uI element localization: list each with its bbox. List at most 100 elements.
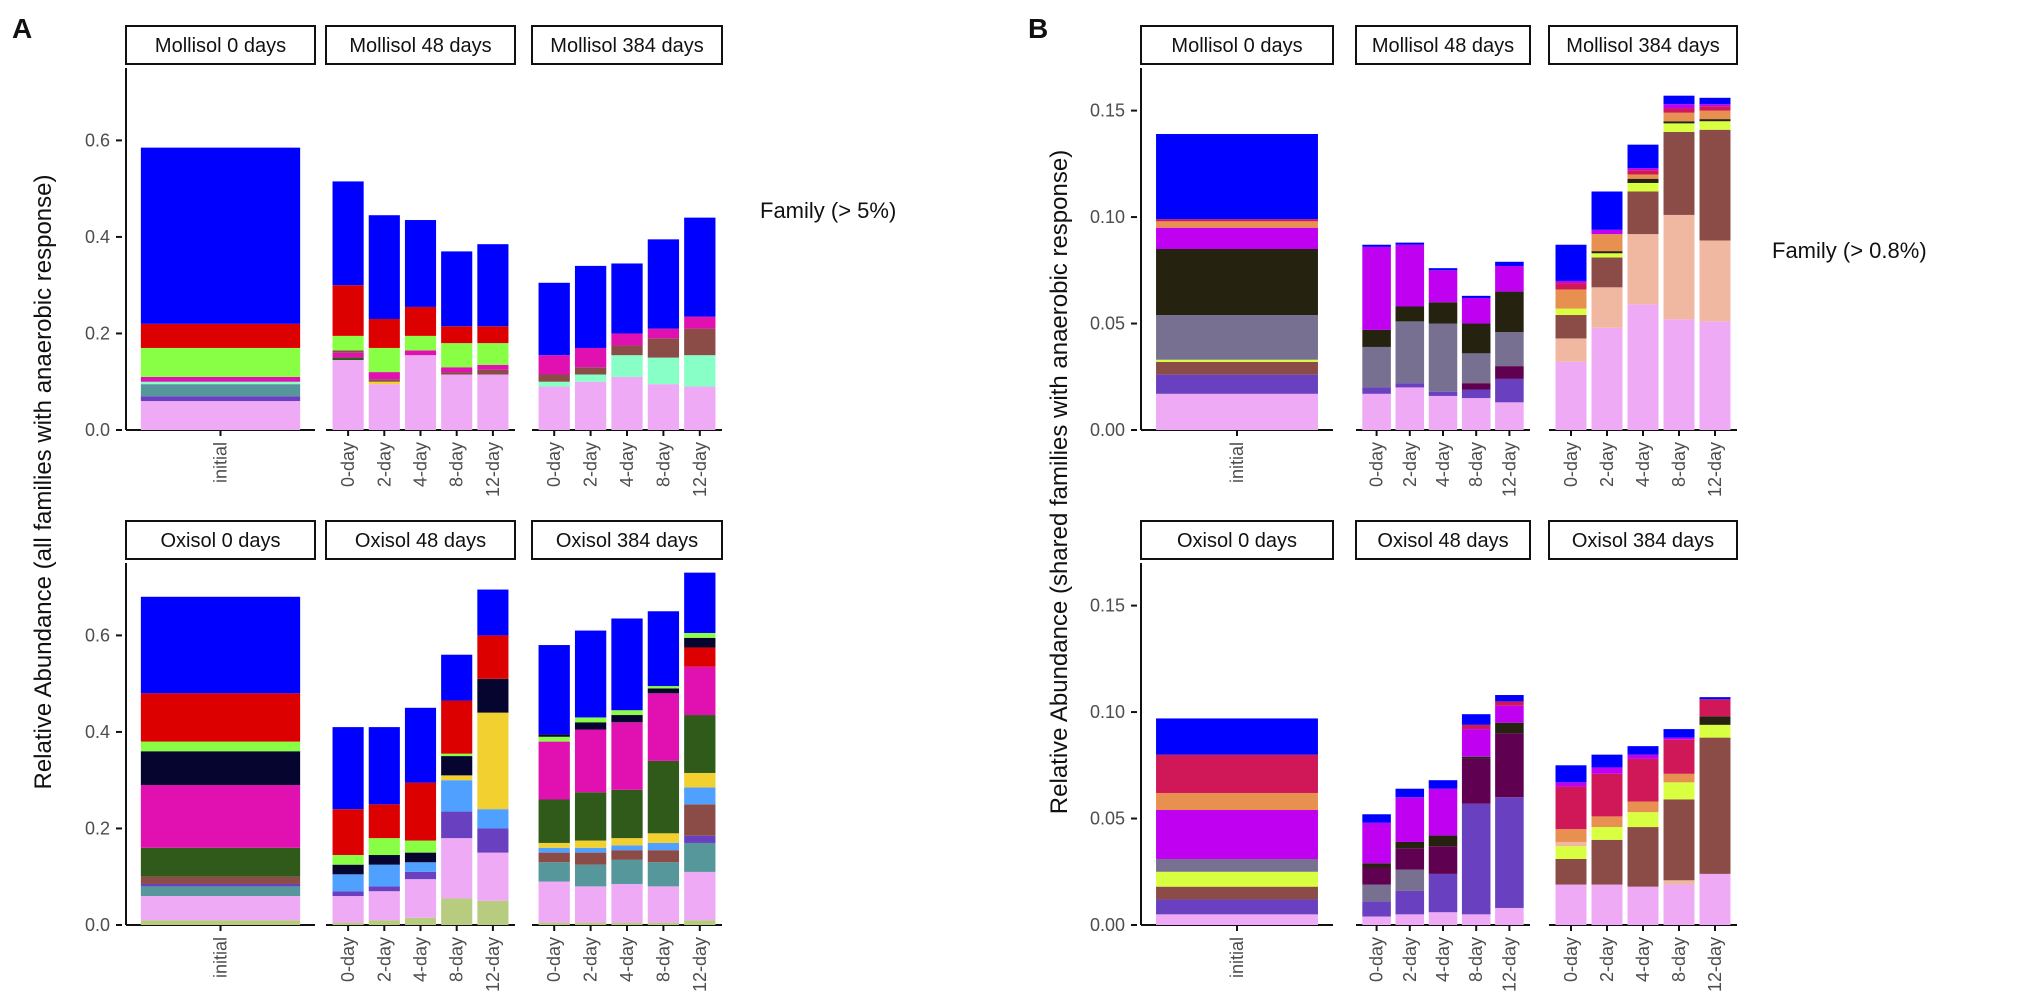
bar-segment-hyphomicrobiaceae xyxy=(647,328,680,339)
x-tick-label: initial xyxy=(211,937,231,978)
bar-segment-cellulomonadaceae xyxy=(1591,251,1623,254)
bar-segment-clostridiaceae xyxy=(684,637,716,648)
bar-segment-chitinophagaceae xyxy=(477,343,509,365)
bar-segment-veillonellaceae xyxy=(441,898,473,925)
bar-segment-veillonellaceae xyxy=(404,917,437,925)
bar-segment-myxococcaceae xyxy=(684,804,716,836)
x-tick-label: initial xyxy=(211,442,231,483)
y-tick-label: 0.0 xyxy=(85,915,110,935)
facet-strip xyxy=(531,25,723,65)
bar-segment-other xyxy=(140,596,301,694)
x-tick-label: 0-day xyxy=(338,937,358,982)
bar-segment-chitinophagaceae xyxy=(404,335,437,351)
bar-segment-bacillaceae xyxy=(332,809,364,856)
plot-panel-b: Mollisol 0 days 0.00 0.05 0.10 0.15 initial Mo… xyxy=(1090,25,1738,992)
bar-segment-0319-6a21 xyxy=(1663,112,1695,122)
bar-segment-undefined xyxy=(1362,393,1391,430)
bar-segment-myxococcaceae xyxy=(477,369,509,375)
bar-segment-undefined xyxy=(1495,907,1524,925)
bar-segment-ktedonobacteraceae xyxy=(611,838,643,846)
bar-segment-comamonadaceae xyxy=(1362,346,1391,388)
bar-segment-myxococcaceae xyxy=(1663,131,1695,215)
bar-segment-ruminococcaceae xyxy=(404,871,437,880)
bar-segment-other xyxy=(441,654,473,701)
bar-segment-other xyxy=(332,727,364,810)
bar-segment-other xyxy=(611,263,643,334)
bar-segment-myxococcaceae xyxy=(332,350,364,353)
bar-segment-other xyxy=(611,618,643,711)
bar-segment-myxococcaceae xyxy=(647,850,680,863)
legend-title-a: Family (> 5%) xyxy=(760,198,896,223)
x-tick-label: 8-day xyxy=(1669,442,1689,487)
bar-segment-bradyrhizobiaceae xyxy=(1591,229,1623,235)
bar-segment-clostridiaceae xyxy=(140,751,301,786)
bar-segment-veillonellaceae xyxy=(477,900,509,925)
bar-segment-myxococcaceae xyxy=(1591,839,1623,885)
bar-segment-hyphomicrobiaceae xyxy=(574,729,607,793)
bar-segment-micromonosporaceae xyxy=(611,845,643,851)
bar-segment-undefined xyxy=(477,374,509,430)
bar-segment-undefined xyxy=(1627,886,1659,925)
bar-segment-ruminococcaceae xyxy=(684,835,716,843)
x-tick-label: 12-day xyxy=(1705,937,1725,992)
bar-segment-veillonellaceae xyxy=(332,922,364,925)
facet-title: Mollisol 384 days xyxy=(550,35,703,57)
bar-segment-bradyrhizobiaceae xyxy=(1395,797,1425,842)
bar-segment-hyphomicrobiaceae xyxy=(611,333,643,346)
x-tick-label: 12-day xyxy=(483,937,503,992)
bar-segment-myxococcaceae xyxy=(611,345,643,356)
bar-segment-ruminococcaceae xyxy=(140,883,301,887)
bar-segment-hyphomicrobiaceae xyxy=(647,693,680,761)
bar-segment-bradyrhizobiaceae xyxy=(1627,168,1659,171)
panel-label-a: A xyxy=(12,13,32,44)
bar-segment-undefined xyxy=(368,384,400,430)
bar-segment-bradyrhizobiaceae xyxy=(1156,810,1318,859)
bar-segment-bacillaceae xyxy=(404,306,437,336)
x-tick-label: 8-day xyxy=(653,442,673,487)
bar-segment-cellulomonadaceae xyxy=(1428,835,1458,847)
bar-segment-bacillaceae xyxy=(332,285,364,336)
bar-segment-ktedonobacteraceae xyxy=(538,842,570,848)
bar-segment-cellulomonadaceae xyxy=(1699,119,1731,122)
bar-segment-comamonadaceae xyxy=(1395,321,1425,384)
bar-segment-other xyxy=(404,220,437,307)
bar-segment-0319-6a21 xyxy=(1699,110,1731,120)
bar-segment-chthoniobacteraceae xyxy=(1555,786,1587,830)
bar-segment-methylocystaceae xyxy=(1663,123,1695,132)
bar-segment-other xyxy=(1461,295,1491,298)
bar-segment-other xyxy=(1428,268,1458,271)
bar-segment-myxococcaceae xyxy=(1699,737,1731,874)
bar-segment-clostridiaceae xyxy=(404,852,437,863)
x-tick-label: 4-day xyxy=(1433,937,1453,982)
bar-segment-pseudomonadaceae xyxy=(140,381,301,385)
bar-segment-chitinophagaceae xyxy=(368,347,400,373)
bar-segment-bradyrhizobiaceae xyxy=(1461,297,1491,324)
bar-segment-cellulomonadaceae xyxy=(1495,722,1524,734)
x-tick-label: 0-day xyxy=(1367,442,1387,487)
bar-segment-myxococcaceae xyxy=(1699,129,1731,241)
bar-segment-methylocystaceae xyxy=(1156,871,1318,887)
bar-segment-christensenellaceae xyxy=(1395,848,1425,870)
bar-segment-other xyxy=(477,589,509,636)
bar-segment-chthoniobacteraceae xyxy=(1156,219,1318,222)
bar-segment-undefined xyxy=(574,381,607,430)
bar-segment-undefined xyxy=(611,883,643,923)
bar-segment-other xyxy=(1591,754,1623,768)
bar-segment-cellulomonadaceae xyxy=(1362,329,1391,347)
bar-segment-bacillaceae xyxy=(404,782,437,841)
bar-segment-0319-6a21 xyxy=(1627,174,1659,179)
bar-segment-pseudomonadaceae xyxy=(647,357,680,385)
bar-segment-hyphomicrobiaceae xyxy=(574,347,607,368)
facet-title: Oxisol 48 days xyxy=(1377,530,1508,552)
bar-segment-methylocystaceae xyxy=(1156,359,1318,362)
bar-segment-rhodocyclaceae xyxy=(1555,338,1587,362)
bar-segment-myxococcaceae xyxy=(611,850,643,860)
bar-segment-veillonellaceae xyxy=(684,920,716,925)
bar-segment-myxococcaceae xyxy=(1663,799,1695,881)
bar-segment-0319-6a21 xyxy=(1555,829,1587,842)
bar-segment-other xyxy=(477,244,509,327)
bar-segment-pseudomonadaceae xyxy=(574,374,607,382)
bar-segment-ktedonobacteraceae xyxy=(368,381,400,385)
y-tick-label: 0.05 xyxy=(1090,314,1125,334)
